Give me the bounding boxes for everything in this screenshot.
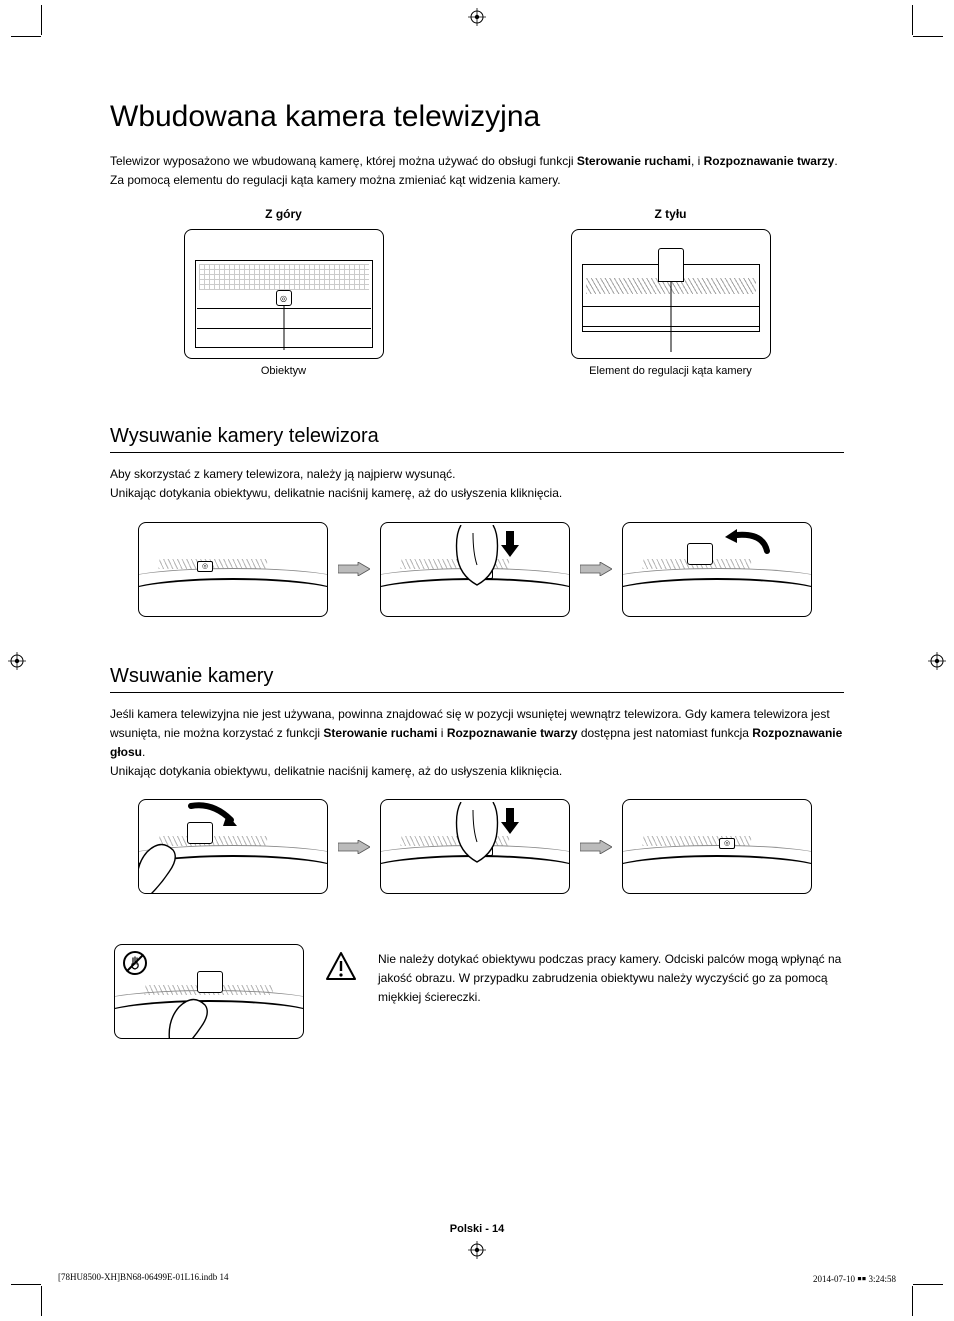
arrow-right-icon [578, 559, 614, 579]
arrow-right-icon [336, 837, 372, 857]
section-retract-body: Jeśli kamera telewizyjna nie jest używan… [110, 705, 844, 782]
retract-step-3: ◎ [622, 799, 812, 894]
retract-step-1 [138, 799, 328, 894]
body-bold: Rozpoznawanie twarzy [447, 726, 578, 740]
no-touch-icon [123, 951, 147, 975]
arrow-down-icon [501, 531, 519, 562]
diagram-col-top: Z góry ◎ Obiektyw [110, 207, 457, 377]
finger-icon [165, 983, 217, 1039]
page-content: Wbudowana kamera telewizyjna Telewizor w… [0, 0, 954, 1321]
intro-text: , i [691, 154, 704, 168]
body-text: . [142, 745, 145, 759]
diagram-label: Z góry [110, 207, 457, 221]
camera-popup-icon [687, 543, 713, 565]
arrow-curve-icon [183, 802, 239, 833]
extend-step-3 [622, 522, 812, 617]
page-footer: Polski - 14 [0, 1223, 954, 1235]
arrow-right-icon [336, 559, 372, 579]
warning-block: Nie należy dotykać obiektywu podczas pra… [114, 944, 844, 1039]
intro-text: Telewizor wyposażono we wbudowaną kamerę… [110, 154, 577, 168]
finger-icon [138, 828, 185, 894]
print-timestamp: 2014-07-10 ￭￭ 3:24:58 [813, 1272, 896, 1285]
arrow-right-icon [578, 837, 614, 857]
body-line: Unikając dotykania obiektywu, delikatnie… [110, 762, 844, 781]
section-heading-extend: Wysuwanie kamery telewizora [110, 425, 844, 453]
lens-icon: ◎ [276, 290, 292, 306]
caution-triangle-icon [326, 952, 356, 985]
extend-step-1: ◎ [138, 522, 328, 617]
page-title: Wbudowana kamera telewizyjna [110, 100, 844, 134]
extend-step-2: ◎ [380, 522, 570, 617]
lens-icon: ◎ [197, 561, 213, 572]
retract-step-2: ◎ [380, 799, 570, 894]
arrow-curve-icon [723, 529, 773, 562]
body-line: Unikając dotykania obiektywu, delikatnie… [110, 484, 844, 503]
diagram-caption: Element do regulacji kąta kamery [497, 365, 844, 377]
diagram-rear-view [571, 229, 771, 359]
print-footer: [78HU8500-XH]BN68-06499E-01L16.indb 14 2… [58, 1272, 896, 1285]
warning-text: Nie należy dotykać obiektywu podczas pra… [378, 950, 844, 1006]
diagram-row: Z góry ◎ Obiektyw Z tyłu Element do r [110, 207, 844, 377]
intro-bold: Rozpoznawanie twarzy [704, 154, 835, 168]
lens-icon: ◎ [719, 838, 735, 849]
body-text: i [437, 726, 446, 740]
extend-steps: ◎ ◎ [138, 522, 844, 617]
arrow-down-icon [501, 808, 519, 839]
intro-bold: Sterowanie ruchami [577, 154, 691, 168]
retract-steps: ◎ ◎ [138, 799, 844, 894]
section-heading-retract: Wsuwanie kamery [110, 665, 844, 693]
diagram-label: Z tyłu [497, 207, 844, 221]
diagram-col-rear: Z tyłu Element do regulacji kąta kamery [497, 207, 844, 377]
section-extend-body: Aby skorzystać z kamery telewizora, nale… [110, 465, 844, 503]
intro-paragraph: Telewizor wyposażono we wbudowaną kamerę… [110, 152, 844, 189]
diagram-top-view: ◎ [184, 229, 384, 359]
body-text: dostępna jest natomiast funkcja [578, 726, 753, 740]
finger-icon [451, 525, 503, 595]
body-bold: Sterowanie ruchami [323, 726, 437, 740]
print-doc-ref: [78HU8500-XH]BN68-06499E-01L16.indb 14 [58, 1272, 228, 1285]
finger-icon [451, 802, 503, 872]
angle-adjust-icon [658, 248, 684, 282]
diagram-caption: Obiektyw [110, 365, 457, 377]
body-line: Aby skorzystać z kamery telewizora, nale… [110, 465, 844, 484]
warning-diagram [114, 944, 304, 1039]
